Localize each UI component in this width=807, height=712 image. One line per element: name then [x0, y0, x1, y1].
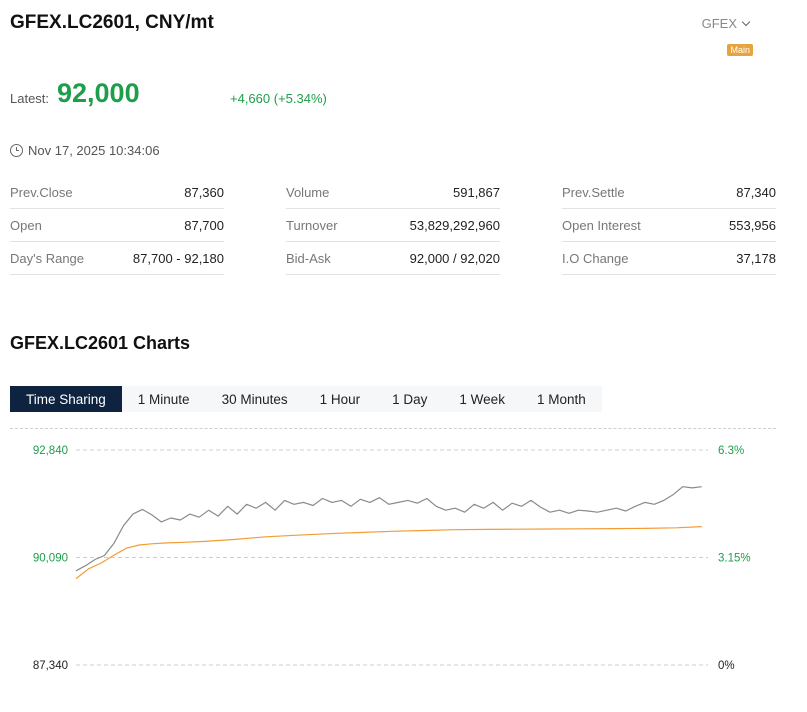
stat-value: 37,178 [736, 250, 776, 266]
tab-1-hour[interactable]: 1 Hour [319, 391, 361, 407]
tab-1-day[interactable]: 1 Day [392, 391, 428, 407]
y-right-tick-label: 0% [718, 660, 735, 672]
tab-1-month[interactable]: 1 Month [536, 391, 586, 407]
y-left-tick-label: 90,090 [33, 553, 68, 565]
y-right-tick-label: 6.3% [718, 445, 744, 457]
tab-30-minutes[interactable]: 30 Minutes [221, 391, 288, 407]
page-title: GFEX.LC2601, CNY/mt [10, 12, 214, 33]
stat-row: Prev.Settle 87,340 [562, 176, 776, 209]
stats-grid: Prev.Close 87,360 Open 87,700 Day's Range 8… [10, 176, 776, 275]
average-series-line [75, 526, 702, 580]
y-left-tick-label: 92,840 [33, 445, 68, 457]
y-left-tick-label: 87,340 [33, 660, 68, 672]
latest-label: Latest: [10, 91, 50, 106]
stat-value: 591,867 [453, 184, 500, 200]
stat-row: Day's Range 87,700 - 92,180 [10, 242, 224, 275]
tab-1-minute[interactable]: 1 Minute [137, 391, 190, 407]
stat-row: Bid-Ask 92,000 / 92,020 [286, 242, 500, 275]
stat-row: Volume 591,867 [286, 176, 500, 209]
stat-label: Volume [286, 184, 330, 200]
stat-value: 87,700 - 92,180 [132, 250, 224, 266]
stat-row: Open 87,700 [10, 209, 224, 242]
stat-row: Prev.Close 87,360 [10, 176, 224, 209]
time-sharing-chart: 92,840 6.3% 90,090 3.15% 87,340 0% [33, 445, 751, 672]
price-series-line [75, 486, 702, 572]
stat-label: Bid-Ask [286, 250, 331, 266]
chart-divider [10, 428, 776, 429]
y-right-tick-label: 3.15% [718, 553, 751, 565]
exchange-dropdown[interactable]: GFEX [701, 16, 751, 31]
tab-time-sharing[interactable]: Time Sharing [10, 386, 122, 412]
stat-row: Turnover 53,829,292,960 [286, 209, 500, 242]
stat-value: 87,340 [736, 184, 776, 200]
stat-label: Prev.Close [10, 184, 73, 200]
clock-icon [10, 144, 23, 157]
stat-row: I.O Change 37,178 [562, 242, 776, 275]
main-badge: Main [727, 44, 753, 56]
stat-value: 92,000 / 92,020 [409, 250, 500, 266]
stat-label: Open Interest [562, 217, 641, 233]
stats-column-2: Volume 591,867 Turnover 53,829,292,960 Bid… [286, 176, 500, 275]
stat-value: 53,829,292,960 [409, 217, 500, 233]
stat-label: Turnover [286, 217, 338, 233]
stat-value: 87,360 [184, 184, 224, 200]
exchange-label: GFEX [701, 16, 737, 31]
charts-title: GFEX.LC2601 Charts [10, 333, 191, 353]
timestamp-text: Nov 17, 2025 10:34:06 [28, 143, 160, 158]
stat-value: 87,700 [184, 217, 224, 233]
stat-row: Open Interest 553,956 [562, 209, 776, 242]
stat-label: Open [10, 217, 42, 233]
chevron-down-icon [741, 17, 751, 27]
price-change: +4,660 (+5.34%) [230, 91, 327, 106]
tab-1-week[interactable]: 1 Week [459, 391, 505, 407]
chart-tabs: Time Sharing 1 Minute 30 Minutes 1 Hour … [10, 386, 602, 412]
timestamp: Nov 17, 2025 10:34:06 [10, 143, 160, 158]
stats-column-3: Prev.Settle 87,340 Open Interest 553,956 I… [562, 176, 776, 275]
stat-label: Prev.Settle [562, 184, 625, 200]
stat-value: 553,956 [729, 217, 776, 233]
stats-column-1: Prev.Close 87,360 Open 87,700 Day's Range 8… [10, 176, 224, 275]
stat-label: Day's Range [10, 250, 85, 266]
latest-price: 92,000 [57, 78, 140, 108]
stat-label: I.O Change [562, 250, 629, 266]
